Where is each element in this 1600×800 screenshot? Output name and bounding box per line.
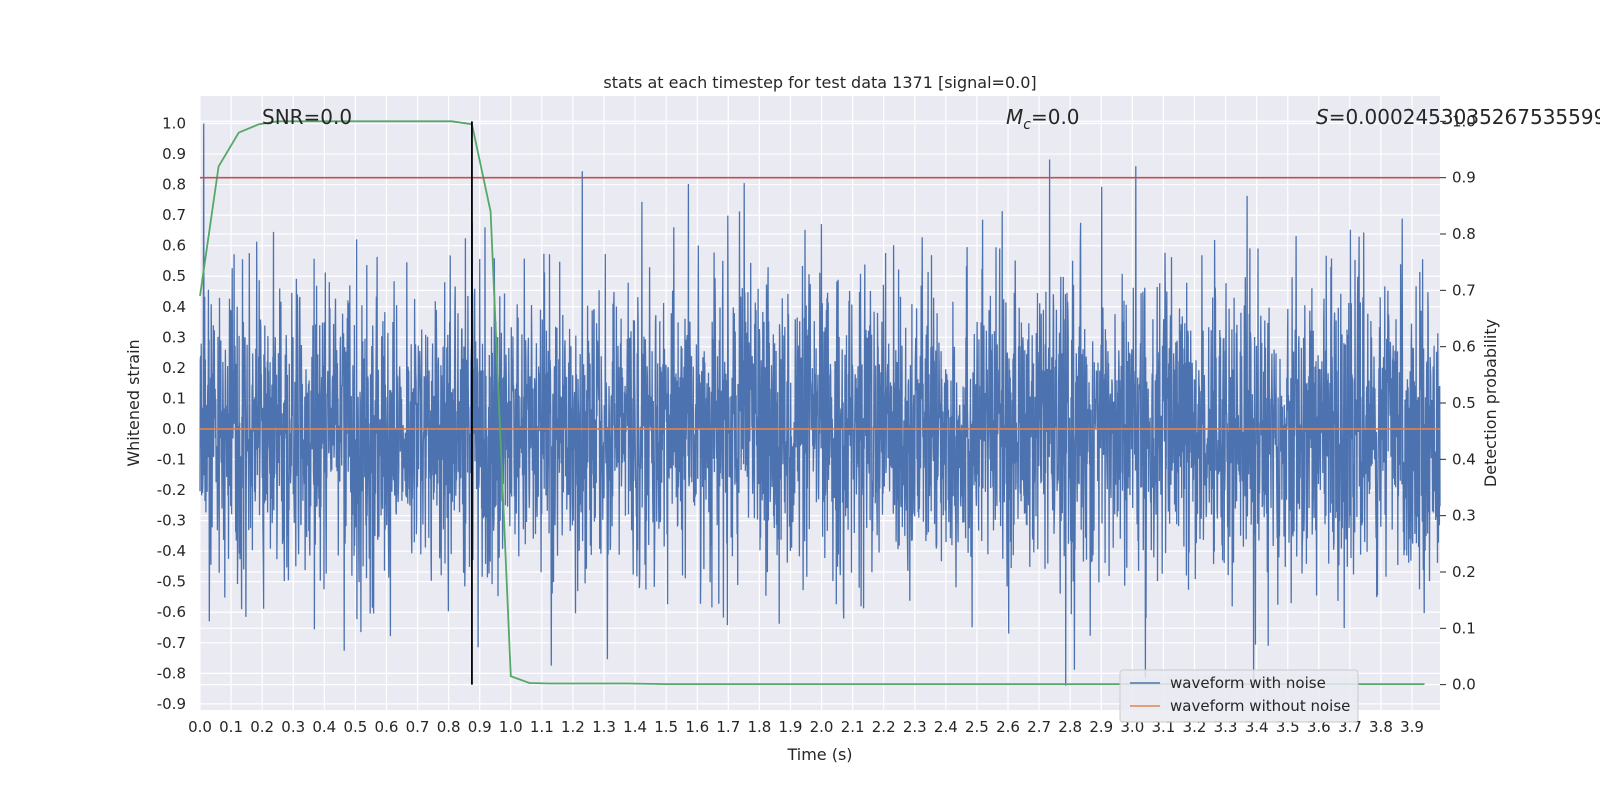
x-tick-label: 1.5 [654, 718, 678, 736]
chirp-mass-annotation: Mc=0.0 [1006, 105, 1080, 133]
x-tick-label: 2.5 [965, 718, 989, 736]
x-tick-label: 2.1 [841, 718, 865, 736]
x-tick-label: 2.9 [1089, 718, 1113, 736]
legend-label-noise: waveform with noise [1170, 674, 1326, 692]
y-tick-label: 0.0 [162, 420, 186, 438]
y-tick-label: 0.7 [162, 206, 186, 224]
x-tick-label: 3.8 [1369, 718, 1393, 736]
y-tick-label: 0.8 [162, 176, 186, 194]
y2-tick-label: 0.5 [1452, 394, 1476, 412]
y-tick-label: -0.5 [157, 573, 186, 591]
x-tick-label: 0.0 [188, 718, 212, 736]
y-tick-label: -0.2 [157, 481, 186, 499]
legend-label-clean: waveform without noise [1170, 697, 1350, 715]
y-tick-label: 1.0 [162, 114, 186, 132]
snr-annotation: SNR=0.0 [262, 105, 352, 129]
y2-tick-label: 0.8 [1452, 225, 1476, 243]
y-tick-label: 0.1 [162, 389, 186, 407]
x-tick-label: 2.3 [903, 718, 927, 736]
y-tick-label: -0.1 [157, 451, 186, 469]
y2-tick-label: 0.9 [1452, 169, 1476, 187]
y-tick-label: 0.5 [162, 267, 186, 285]
x-tick-label: 1.7 [716, 718, 740, 736]
s-value: =0.0002453035267535599 [1329, 105, 1600, 129]
y2-tick-label: 0.4 [1452, 450, 1476, 468]
s-annotation: S=0.0002453035267535599 [1316, 105, 1600, 129]
legend: waveform with noise waveform without noi… [1119, 669, 1359, 723]
y2-tick-label: 1.0 [1452, 112, 1476, 130]
legend-box [1119, 669, 1359, 723]
x-tick-label: 1.1 [530, 718, 554, 736]
x-tick-label: 0.5 [343, 718, 367, 736]
y2-tick-label: 0.2 [1452, 563, 1476, 581]
x-tick-label: 1.2 [561, 718, 585, 736]
y-axis-label: Whitened strain [124, 339, 143, 466]
x-tick-label: 2.6 [996, 718, 1020, 736]
chirp-mass-value: =0.0 [1031, 105, 1080, 129]
x-tick-label: 0.4 [312, 718, 336, 736]
series-waveform-with-noise [199, 123, 1441, 686]
x-tick-label: 1.6 [685, 718, 709, 736]
y-tick-label: -0.7 [157, 634, 186, 652]
x-tick-label: 0.6 [375, 718, 399, 736]
y-tick-label: -0.6 [157, 603, 186, 621]
y-tick-label: -0.8 [157, 664, 186, 682]
x-tick-label: 1.9 [779, 718, 803, 736]
x-tick-label: 0.2 [250, 718, 274, 736]
y2-tick-label: 0.3 [1452, 507, 1476, 525]
s-symbol: S [1316, 105, 1329, 129]
x-tick-label: 1.4 [623, 718, 647, 736]
series-detection-probability [199, 120, 1425, 685]
y2-axis-label: Detection probability [1481, 319, 1500, 487]
x-tick-label: 2.8 [1058, 718, 1082, 736]
y-tick-label: -0.3 [157, 512, 186, 530]
chart-title: stats at each timestep for test data 137… [603, 73, 1036, 92]
x-tick-label: 0.9 [468, 718, 492, 736]
y-tick-label: 0.9 [162, 145, 186, 163]
y-tick-label: 0.4 [162, 298, 186, 316]
y-tick-label: -0.9 [157, 695, 186, 713]
chirp-mass-symbol: M [1006, 105, 1023, 129]
y2-tick-labels: 1.0 0.9 0.8 0.7 0.6 0.5 0.4 0.3 0.2 0.1 0.0 [1440, 112, 1476, 694]
x-tick-label: 2.2 [872, 718, 896, 736]
x-tick-label: 0.3 [281, 718, 305, 736]
x-tick-label: 0.1 [219, 718, 243, 736]
y-tick-labels: 1.0 0.9 0.8 0.7 0.6 0.5 0.4 0.3 0.2 0.1 0.0 -0.1 -0.… [157, 114, 186, 712]
y-tick-label: 0.6 [162, 237, 186, 255]
x-tick-label: 2.0 [810, 718, 834, 736]
x-axis-label: Time (s) [786, 745, 852, 764]
y-tick-label: 0.2 [162, 359, 186, 377]
x-tick-label: 1.3 [592, 718, 616, 736]
y2-tick-label: 0.7 [1452, 281, 1476, 299]
y2-tick-label: 0.6 [1452, 338, 1476, 356]
y2-tick-label: 0.1 [1452, 619, 1476, 637]
x-tick-label: 3.9 [1400, 718, 1424, 736]
x-tick-label: 0.7 [406, 718, 430, 736]
y-tick-label: 0.3 [162, 328, 186, 346]
x-tick-label: 1.8 [747, 718, 771, 736]
x-tick-label: 0.8 [437, 718, 461, 736]
chirp-mass-subscript: c [1023, 117, 1031, 133]
y2-tick-label: 0.0 [1452, 676, 1476, 694]
x-tick-label: 1.0 [499, 718, 523, 736]
x-tick-label: 2.4 [934, 718, 958, 736]
y-tick-label: -0.4 [157, 542, 186, 560]
x-tick-label: 2.7 [1027, 718, 1051, 736]
